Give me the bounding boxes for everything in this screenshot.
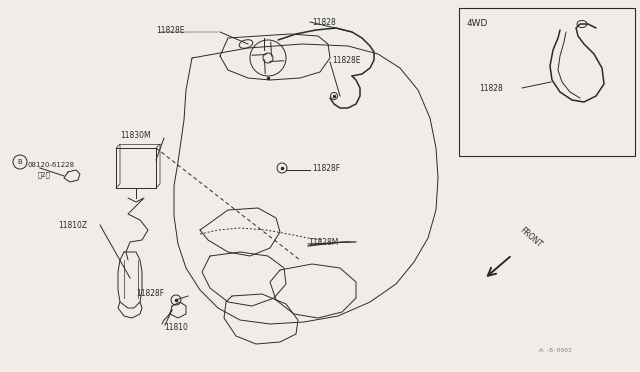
- Text: 4WD: 4WD: [467, 19, 488, 28]
- Text: 11830M: 11830M: [120, 131, 150, 140]
- Text: FRONT: FRONT: [518, 225, 543, 249]
- Text: B: B: [18, 159, 22, 165]
- Text: 11828: 11828: [312, 17, 336, 26]
- Text: 11810Z: 11810Z: [58, 221, 87, 230]
- Text: 11828F: 11828F: [136, 289, 164, 298]
- Text: 08120-61228: 08120-61228: [28, 162, 75, 168]
- Text: 11810: 11810: [164, 324, 188, 333]
- Text: 〈2〉: 〈2〉: [38, 172, 51, 178]
- Text: 11828M: 11828M: [308, 237, 339, 247]
- Text: 11828F: 11828F: [312, 164, 340, 173]
- Text: A··B·0003: A··B·0003: [540, 347, 573, 353]
- Text: 11828E: 11828E: [156, 26, 184, 35]
- Text: 11828: 11828: [479, 83, 503, 93]
- Text: 11828E: 11828E: [332, 55, 360, 64]
- Bar: [459, 8, 635, 156]
